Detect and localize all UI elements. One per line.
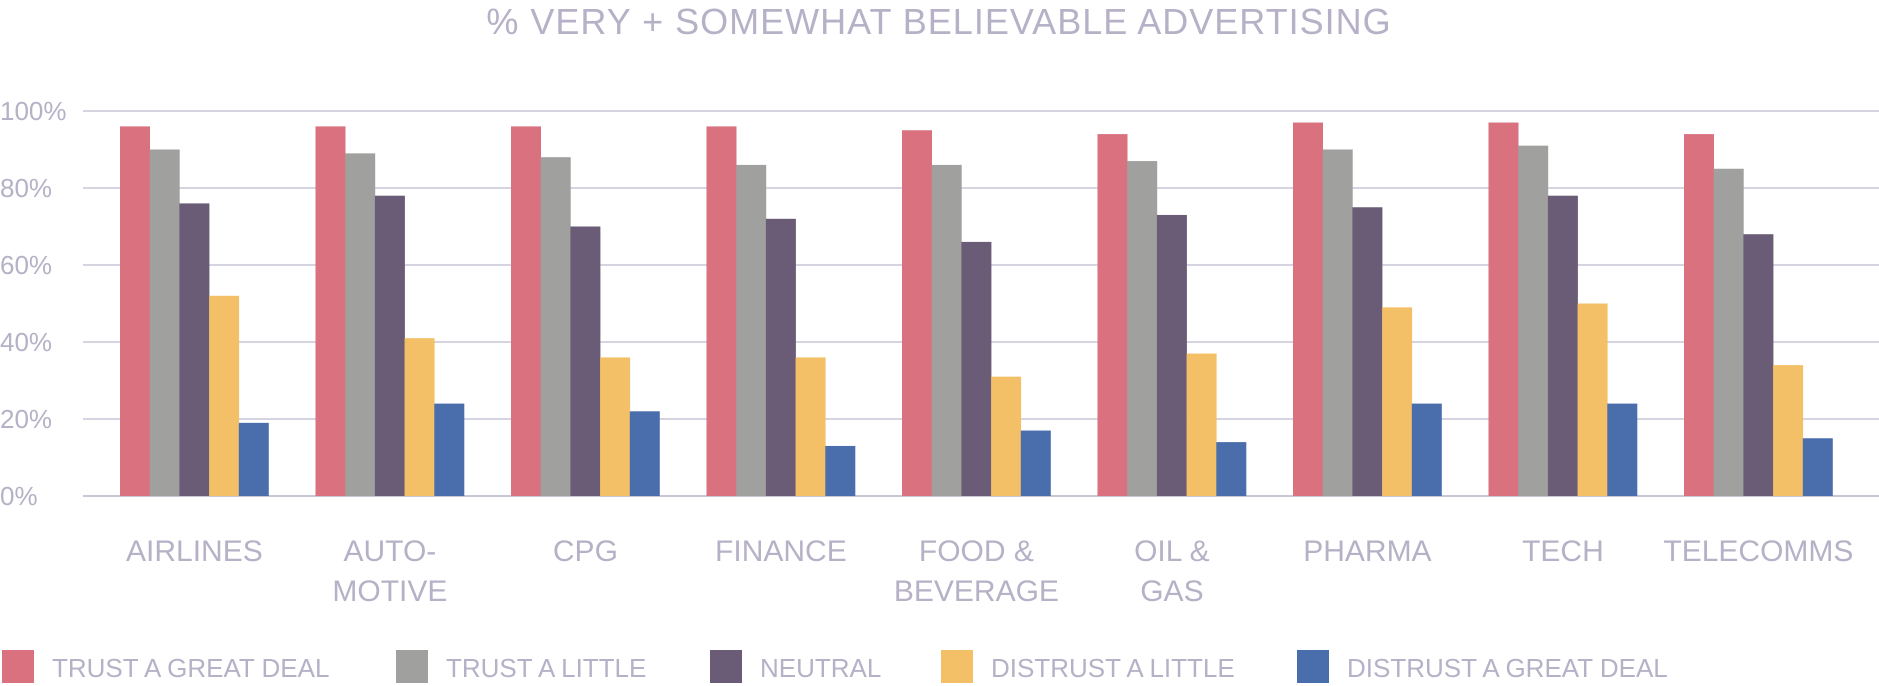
bar: [1322, 149, 1353, 496]
bar: [1607, 403, 1638, 496]
legend-label: DISTRUST A LITTLE: [991, 653, 1235, 683]
category-label: PHARMA: [1303, 535, 1431, 568]
bar: [1411, 403, 1442, 496]
bar: [1186, 353, 1217, 496]
bar: [931, 164, 962, 496]
category-label: FOOD & BEVERAGE: [894, 535, 1059, 608]
legend-label: NEUTRAL: [760, 653, 881, 683]
bar: [179, 203, 210, 496]
bars: [120, 122, 1833, 497]
bar: [1020, 430, 1051, 496]
bar: [1216, 442, 1247, 496]
bar: [1293, 122, 1323, 497]
category-label: FINANCE: [715, 535, 847, 568]
bar: [961, 241, 992, 496]
bar: [825, 445, 856, 496]
x-axis-category-labels: AIRLINES AUTO-MOTIVE CPG FINANCE FOOD & BEVER…: [126, 535, 1853, 608]
bar: [1684, 134, 1714, 496]
bar: [1127, 161, 1158, 497]
bar: [120, 126, 150, 497]
chart-title: % VERY + SOMEWHAT BELIEVABLE ADVERTISING: [486, 1, 1391, 42]
legend: TRUST A GREAT DEAL TRUST A LITTLE NEUTRAL D…: [2, 650, 1668, 683]
bar: [1547, 195, 1578, 496]
legend-swatch: [1297, 650, 1329, 683]
y-axis-tick-labels: 0% 20% 40% 60% 80% 100%: [0, 96, 67, 511]
y-tick-label: 60%: [0, 250, 52, 280]
category-label: TECH: [1522, 535, 1604, 568]
legend-label: DISTRUST A GREAT DEAL: [1347, 653, 1668, 683]
bar: [1802, 438, 1833, 496]
legend-label: TRUST A GREAT DEAL: [52, 653, 329, 683]
bar: [1488, 122, 1519, 497]
bar: [1518, 145, 1549, 496]
bar: [629, 411, 660, 496]
bar: [991, 376, 1022, 496]
legend-swatch: [941, 650, 973, 683]
y-tick-label: 40%: [0, 327, 52, 357]
bar: [1713, 168, 1744, 496]
bar: [540, 157, 571, 496]
bar: [1156, 214, 1187, 496]
category-label: CPG: [553, 535, 618, 568]
y-tick-label: 100%: [0, 96, 67, 126]
category-label: OIL & GAS: [1134, 535, 1210, 608]
bar: [209, 295, 240, 496]
bar: [1382, 307, 1413, 496]
bar: [600, 357, 631, 496]
category-label: AUTO-MOTIVE: [332, 535, 447, 608]
legend-swatch: [2, 650, 34, 683]
bar: [511, 126, 541, 497]
bar: [315, 126, 346, 497]
bar: [238, 422, 269, 496]
bar: [434, 403, 465, 496]
bar: [765, 218, 796, 497]
legend-label: TRUST A LITTLE: [446, 653, 646, 683]
category-label: TELECOMMS: [1663, 535, 1853, 568]
y-tick-label: 80%: [0, 173, 52, 203]
bar: [570, 226, 601, 496]
bar: [404, 338, 435, 496]
category-label: AIRLINES: [126, 535, 263, 568]
bar: [1577, 303, 1608, 496]
bar: [149, 149, 180, 496]
bar: [345, 153, 376, 496]
bar: [374, 195, 405, 496]
y-tick-label: 0%: [0, 481, 38, 511]
y-tick-label: 20%: [0, 404, 52, 434]
bar: [795, 357, 826, 496]
bar: [1773, 365, 1804, 496]
bar: [902, 130, 932, 496]
bar: [1097, 134, 1128, 496]
bar: [1352, 207, 1383, 496]
bar: [736, 164, 767, 496]
bar: [1743, 234, 1774, 496]
legend-swatch: [710, 650, 742, 683]
legend-swatch: [396, 650, 428, 683]
bar: [706, 126, 737, 497]
